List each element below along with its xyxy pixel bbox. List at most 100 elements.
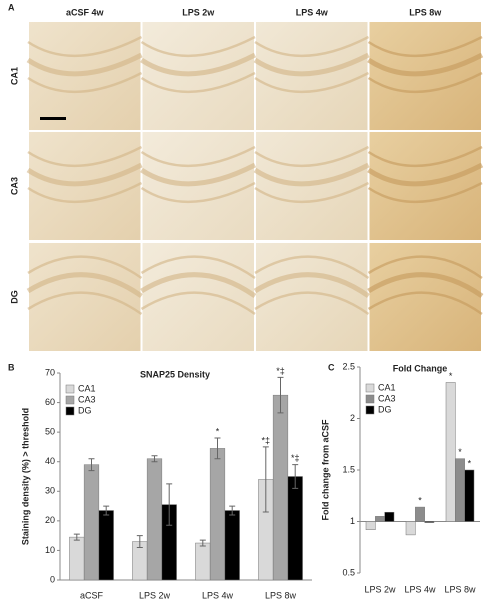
error-bar [88, 458, 95, 472]
x-tick-label: LPS 8w [444, 584, 476, 594]
tissue-layer [140, 181, 256, 203]
micrograph [29, 243, 141, 351]
tissue-layer [140, 145, 256, 167]
tissue-layer [27, 71, 143, 93]
bar [365, 521, 376, 530]
tissue-layer [367, 52, 484, 77]
tissue-layer [27, 181, 143, 203]
error-bar [292, 464, 299, 489]
y-tick-label: 1.5 [342, 464, 355, 474]
x-tick-label: LPS 2w [139, 590, 171, 600]
tissue-layer [140, 255, 256, 280]
y-axis-label: Staining density (%) > threshold [20, 408, 30, 545]
y-tick-label: 70 [45, 367, 55, 377]
tissue-layer [27, 145, 143, 167]
error-bar [166, 483, 173, 526]
x-tick-label: LPS 8w [265, 590, 297, 600]
tissue-layer [254, 291, 370, 316]
tissue-layer [26, 272, 143, 299]
tissue-layer [367, 291, 483, 316]
legend-swatch [65, 406, 75, 416]
x-tick-label: LPS 4w [404, 584, 436, 594]
significance-marker: * [216, 426, 220, 436]
micrograph [29, 22, 141, 130]
legend-label: CA1 [78, 383, 96, 393]
error-bar [199, 539, 206, 547]
micrograph [369, 243, 481, 351]
row-label: CA1 [9, 67, 19, 85]
tissue-layer [367, 181, 483, 203]
bar [405, 521, 416, 536]
tissue-layer [140, 291, 256, 316]
tissue-layer [140, 52, 257, 77]
legend-swatch [365, 394, 375, 404]
significance-marker: * [468, 458, 472, 468]
legend-label: CA3 [378, 393, 396, 403]
panel-label: C [328, 362, 335, 372]
y-tick-label: 0.5 [342, 567, 355, 577]
tissue-layer [367, 272, 484, 299]
x-tick-label: LPS 2w [364, 584, 396, 594]
column-header: LPS 4w [296, 7, 329, 17]
bar [445, 382, 456, 522]
tissue-layer [254, 145, 370, 167]
bar [146, 458, 163, 581]
tissue-layer [253, 52, 370, 77]
y-tick-label: 30 [45, 486, 55, 496]
bar [415, 506, 425, 522]
tissue-layer [367, 35, 483, 57]
tissue-layer [367, 255, 483, 280]
legend-label: CA1 [378, 382, 396, 392]
panel-label: B [8, 362, 15, 372]
tissue-layer [254, 181, 370, 203]
micrograph [29, 132, 141, 240]
tissue-layer [367, 162, 484, 187]
y-tick-label: 2.5 [342, 361, 355, 371]
y-tick-label: 20 [45, 515, 55, 525]
tissue-layer [27, 291, 143, 316]
bar [272, 394, 289, 581]
tissue-layer [27, 35, 143, 57]
column-header: aCSF 4w [66, 7, 105, 17]
y-tick-label: 0 [50, 574, 55, 584]
bar [98, 510, 114, 581]
legend-swatch [365, 405, 375, 415]
micrograph [256, 132, 368, 240]
tissue-layer [140, 35, 256, 57]
micrograph [369, 132, 481, 240]
column-header: LPS 2w [182, 7, 215, 17]
bar [83, 464, 100, 581]
tissue-layer [254, 35, 370, 57]
legend-swatch [365, 383, 375, 393]
micrograph [142, 243, 254, 351]
y-tick-label: 60 [45, 397, 55, 407]
micrograph [256, 22, 368, 130]
legend-swatch [65, 384, 75, 394]
y-tick-label: 1 [350, 516, 355, 526]
legend-label: DG [378, 404, 392, 414]
micrograph [142, 132, 254, 240]
scale-bar [40, 117, 66, 120]
micrograph [369, 22, 481, 130]
bar [224, 510, 240, 581]
error-bar [136, 535, 143, 548]
tissue-layer [26, 52, 143, 77]
significance-marker: * [449, 371, 453, 381]
significance-marker: * [418, 495, 422, 505]
significance-marker: *‡ [262, 435, 271, 445]
error-bar [214, 437, 221, 460]
error-bar [103, 505, 110, 516]
y-tick-label: 50 [45, 427, 55, 437]
x-tick-label: aCSF [80, 590, 104, 600]
y-tick-label: 10 [45, 545, 55, 555]
bar [464, 469, 475, 522]
tissue-layer [27, 255, 143, 280]
tissue-layer [367, 71, 483, 93]
micrograph [142, 22, 254, 130]
significance-marker: *‡ [276, 366, 285, 376]
column-header: LPS 8w [409, 7, 442, 17]
bar [424, 521, 435, 523]
tissue-layer [254, 255, 370, 280]
panel-label: A [8, 2, 15, 12]
